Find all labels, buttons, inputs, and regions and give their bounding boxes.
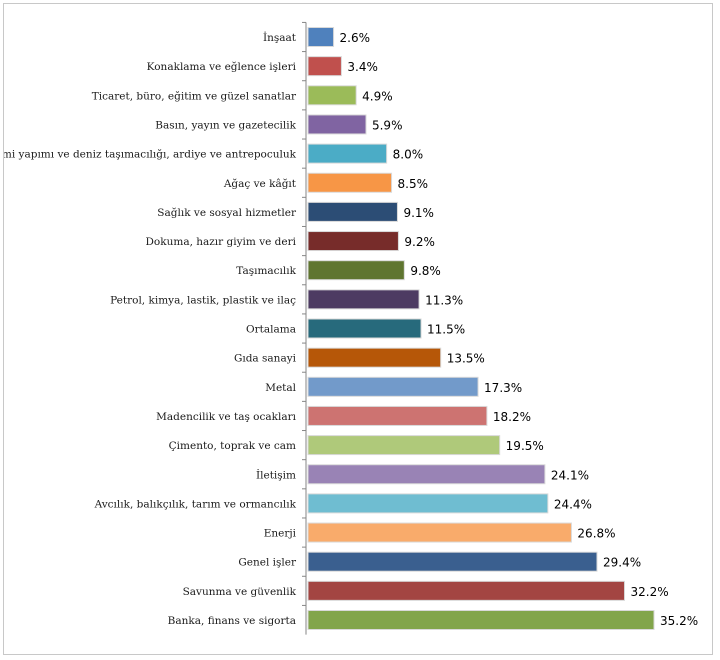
category-label: İnşaat xyxy=(263,30,297,44)
bar xyxy=(307,85,357,106)
category-label: Savunma ve güvenlik xyxy=(183,586,297,598)
category-label: Gıda sanayi xyxy=(234,353,297,365)
value-label: 5.9% xyxy=(372,118,403,132)
category-label: Ağaç ve kâğıt xyxy=(223,177,297,190)
bar xyxy=(307,347,442,368)
bar xyxy=(307,289,420,310)
category-label: Metal xyxy=(265,382,296,394)
bar xyxy=(307,318,422,339)
value-label: 19.5% xyxy=(506,439,544,453)
category-label: İletişim xyxy=(256,467,296,481)
bar xyxy=(307,464,546,485)
category-label: Petrol, kimya, lastik, plastik ve ilaç xyxy=(110,294,296,306)
bar xyxy=(307,201,398,222)
bar xyxy=(307,405,488,426)
value-label: 8.5% xyxy=(398,177,429,191)
bar xyxy=(307,56,342,77)
bar xyxy=(307,435,501,456)
value-label: 32.2% xyxy=(631,585,669,599)
value-label: 11.3% xyxy=(425,293,463,307)
bar xyxy=(307,551,598,572)
category-label: Ticaret, büro, eğitim ve güzel sanatlar xyxy=(92,89,297,102)
value-label: 24.4% xyxy=(554,497,592,511)
category-label: Banka, finans ve sigorta xyxy=(168,615,296,627)
category-label: Sağlık ve sosyal hizmetler xyxy=(157,206,297,219)
bar xyxy=(307,114,367,135)
category-label: Basın, yayın ve gazetecilik xyxy=(155,119,296,131)
bar-chart: İnşaat 2.6% Konaklama ve eğlence işleri 3.4… xyxy=(4,21,698,635)
value-label: 29.4% xyxy=(603,556,641,570)
category-label: Konaklama ve eğlence işleri xyxy=(147,60,297,73)
category-label: Taşımacılık xyxy=(236,265,296,277)
value-label: 4.9% xyxy=(362,89,393,103)
value-label: 3.4% xyxy=(347,60,378,74)
bar xyxy=(307,376,479,397)
value-label: 13.5% xyxy=(447,352,485,366)
bar xyxy=(307,610,655,630)
value-label: 35.2% xyxy=(660,614,698,628)
category-label: Genel işler xyxy=(238,557,297,569)
category-label: Dokuma, hazır giyim ve deri xyxy=(146,236,297,248)
category-label: Madencilik ve taş ocakları xyxy=(156,411,297,423)
value-label: 24.1% xyxy=(551,468,589,482)
value-label: 9.1% xyxy=(403,206,434,220)
chart-frame: İnşaat 2.6% Konaklama ve eğlence işleri 3.4… xyxy=(3,3,713,655)
bar xyxy=(307,143,388,164)
bar xyxy=(307,231,399,252)
value-label: 26.8% xyxy=(577,527,615,541)
category-label: Ortalama xyxy=(246,324,296,336)
bar xyxy=(307,493,549,514)
category-label: Avcılık, balıkçılık, tarım ve ormancılık xyxy=(94,498,297,510)
bar xyxy=(307,260,405,281)
bar xyxy=(307,172,393,193)
bar xyxy=(307,580,626,601)
value-label: 9.8% xyxy=(410,264,441,278)
value-label: 17.3% xyxy=(484,381,522,395)
value-label: 18.2% xyxy=(493,410,531,424)
value-label: 11.5% xyxy=(427,323,465,337)
bar xyxy=(307,27,335,47)
bar xyxy=(307,522,572,543)
category-label: Çimento, toprak ve cam xyxy=(169,440,296,452)
value-label: 8.0% xyxy=(393,148,424,162)
value-label: 2.6% xyxy=(340,31,371,45)
value-label: 9.2% xyxy=(404,235,435,249)
category-label: Enerji xyxy=(264,528,297,540)
category-label: Gemi yapımı ve deniz taşımacılığı, ardiy… xyxy=(4,148,297,161)
